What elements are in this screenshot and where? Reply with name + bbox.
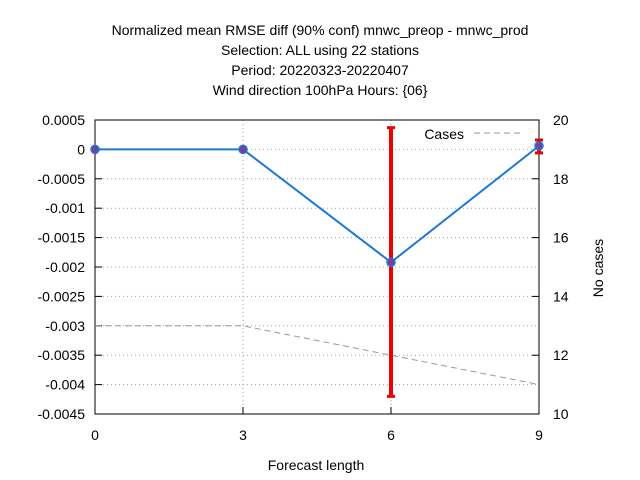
chart-title-line-3: Period: 20220323-20220407	[231, 62, 409, 78]
data-point-1	[238, 144, 248, 155]
series-line-cases	[95, 325, 540, 386]
series-layer	[90, 126, 544, 398]
axes	[94, 119, 540, 415]
y-tick-label-2: -0.0005	[38, 171, 86, 187]
chart-title-line-1: Normalized mean RMSE diff (90% conf) mnw…	[111, 22, 529, 38]
x-tick-label-2: 6	[387, 427, 395, 443]
legend: Cases	[424, 126, 522, 142]
chart-title-line-4: Wind direction 100hPa Hours: {06}	[212, 82, 428, 98]
y-tick-label-4: -0.0015	[38, 230, 86, 246]
data-point-3	[534, 141, 544, 151]
data-point-0	[90, 144, 100, 155]
y2-tick-label-3: 14	[553, 288, 569, 304]
chart-title-line-2: Selection: ALL using 22 stations	[221, 42, 419, 58]
y-tick-label-9: -0.004	[45, 377, 85, 393]
y-tick-label-0: 0.0005	[42, 112, 85, 128]
y-tick-label-5: -0.002	[45, 259, 85, 275]
tick-labels: 0.0005 0 -0.0005 -0.001 -0.0015 -0.002 -0.0025…	[38, 112, 569, 443]
x-axis-label: Forecast length	[268, 457, 365, 473]
x-tick-label-1: 3	[239, 427, 247, 443]
y2-tick-label-2: 16	[553, 230, 569, 246]
y-tick-label-6: -0.0025	[38, 288, 86, 304]
y2-tick-label-0: 20	[553, 112, 569, 128]
y-tick-label-3: -0.001	[45, 200, 85, 216]
y2-tick-label-4: 12	[553, 347, 569, 363]
data-point-2	[386, 257, 396, 268]
grid-lines	[95, 120, 539, 414]
y-tick-label-7: -0.003	[45, 318, 85, 334]
y-tick-label-1: 0	[77, 141, 85, 157]
x-tick-label-3: 9	[535, 427, 543, 443]
y2-axis-label: No cases	[590, 239, 606, 297]
legend-label-cases: Cases	[424, 126, 464, 142]
y-tick-label-8: -0.0035	[38, 347, 86, 363]
series-line-rmse-diff	[95, 145, 540, 264]
x-tick-label-0: 0	[91, 427, 99, 443]
plot-frame	[94, 119, 540, 415]
y-tick-label-10: -0.0045	[38, 406, 86, 422]
y2-tick-label-5: 10	[553, 406, 569, 422]
y2-tick-label-1: 18	[553, 171, 569, 187]
